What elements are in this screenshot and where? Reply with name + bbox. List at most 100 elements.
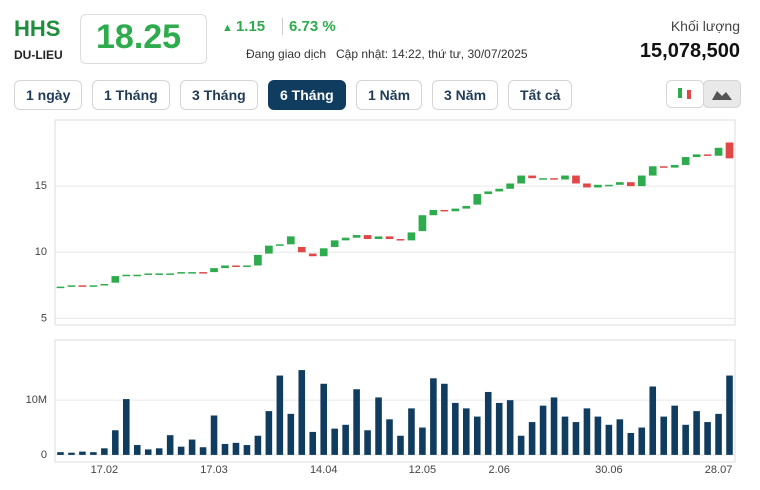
candle <box>583 183 591 188</box>
range-button[interactable]: 1 ngày <box>14 80 83 110</box>
x-tick-label: 17.02 <box>91 464 119 476</box>
chart-type-toggle[interactable] <box>666 80 742 108</box>
candle <box>517 175 525 184</box>
volume-bar <box>397 435 404 455</box>
volume-bar <box>682 424 689 455</box>
volume-bar <box>309 431 317 455</box>
volume-bar <box>561 416 569 455</box>
volume-bar <box>254 435 262 455</box>
symbol: HHS <box>14 16 61 41</box>
candle <box>714 147 723 156</box>
candle <box>308 253 317 257</box>
volume-bar <box>704 422 711 455</box>
volume-bar <box>517 435 525 455</box>
candle <box>254 254 262 266</box>
x-tick-label: 2.06 <box>488 464 509 476</box>
candle <box>155 273 164 275</box>
volume-bar <box>660 416 667 455</box>
range-button[interactable]: 6 Tháng <box>268 80 346 110</box>
x-tick-label: 14.04 <box>310 464 338 476</box>
range-button[interactable]: 3 Năm <box>432 80 499 110</box>
volume-bar <box>265 411 273 455</box>
candle <box>265 245 273 254</box>
x-tick-label: 28.07 <box>705 464 733 476</box>
x-tick-label: 17.03 <box>200 464 228 476</box>
candle <box>626 182 635 187</box>
candle <box>352 235 361 238</box>
candle <box>297 246 306 253</box>
candle <box>177 272 185 274</box>
candle <box>550 178 558 180</box>
candle <box>243 265 251 267</box>
volume-bar <box>123 399 130 455</box>
candle <box>506 183 514 189</box>
candle <box>616 182 624 185</box>
candle <box>56 286 65 289</box>
candle <box>670 164 679 168</box>
candle <box>199 272 207 274</box>
volume-bar <box>594 416 602 455</box>
y-tick-label: 15 <box>35 180 47 192</box>
candle <box>648 166 657 176</box>
range-button[interactable]: 3 Tháng <box>180 80 258 110</box>
candle <box>725 142 734 159</box>
candle <box>144 273 153 275</box>
volume-bar <box>144 449 152 455</box>
volume-bar <box>506 400 514 455</box>
volume-bar <box>495 402 503 455</box>
volume-bar <box>166 435 174 455</box>
volume-label: Khối lượng <box>670 18 740 34</box>
volume-bar <box>539 405 547 455</box>
volume-bar <box>693 411 700 455</box>
candle <box>341 237 350 241</box>
area-toggle[interactable] <box>703 80 741 108</box>
volume-bar <box>342 424 349 455</box>
range-button[interactable]: 1 Tháng <box>92 80 170 110</box>
panel <box>54 119 736 326</box>
candle <box>462 205 471 209</box>
volume-bar <box>68 452 75 455</box>
volume-bar <box>133 445 141 455</box>
volume-bar <box>528 422 536 455</box>
volume-bar <box>177 446 185 455</box>
candle <box>440 209 449 212</box>
range-button[interactable]: Tất cả <box>508 80 573 110</box>
volume-bar <box>572 422 580 455</box>
volume-bar <box>320 383 327 455</box>
volume-bar <box>287 413 295 455</box>
volume-bar <box>331 428 338 455</box>
volume-bar <box>188 439 196 455</box>
volume-bar <box>155 448 163 455</box>
volume-bar <box>386 419 393 455</box>
volume-bar <box>79 451 86 455</box>
candle <box>385 236 394 240</box>
candle <box>363 235 372 240</box>
volume-bar <box>715 413 722 455</box>
range-button[interactable]: 1 Năm <box>356 80 423 110</box>
y-tick-label: 0 <box>41 449 47 461</box>
candle <box>67 285 76 287</box>
candle <box>418 215 427 232</box>
y-tick-label: 5 <box>41 312 47 324</box>
volume-bar <box>232 442 240 455</box>
volume-bar <box>353 389 360 455</box>
volume-bar <box>550 397 558 455</box>
candle <box>473 194 482 205</box>
candle <box>374 236 383 240</box>
volume-bar <box>243 445 251 455</box>
volume-bar <box>430 378 437 455</box>
volume-bar <box>199 447 207 455</box>
candle <box>166 273 174 275</box>
candle-toggle[interactable] <box>666 80 704 108</box>
candle <box>232 265 240 267</box>
panel <box>54 339 736 463</box>
candle <box>594 184 602 188</box>
volume-bar <box>441 383 448 455</box>
volume-bar <box>90 452 97 455</box>
volume-bar <box>298 370 306 455</box>
exchange: DU-LIEU <box>14 48 63 62</box>
candle <box>111 276 120 283</box>
volume-bar <box>616 419 624 455</box>
volume-bar <box>210 415 218 455</box>
